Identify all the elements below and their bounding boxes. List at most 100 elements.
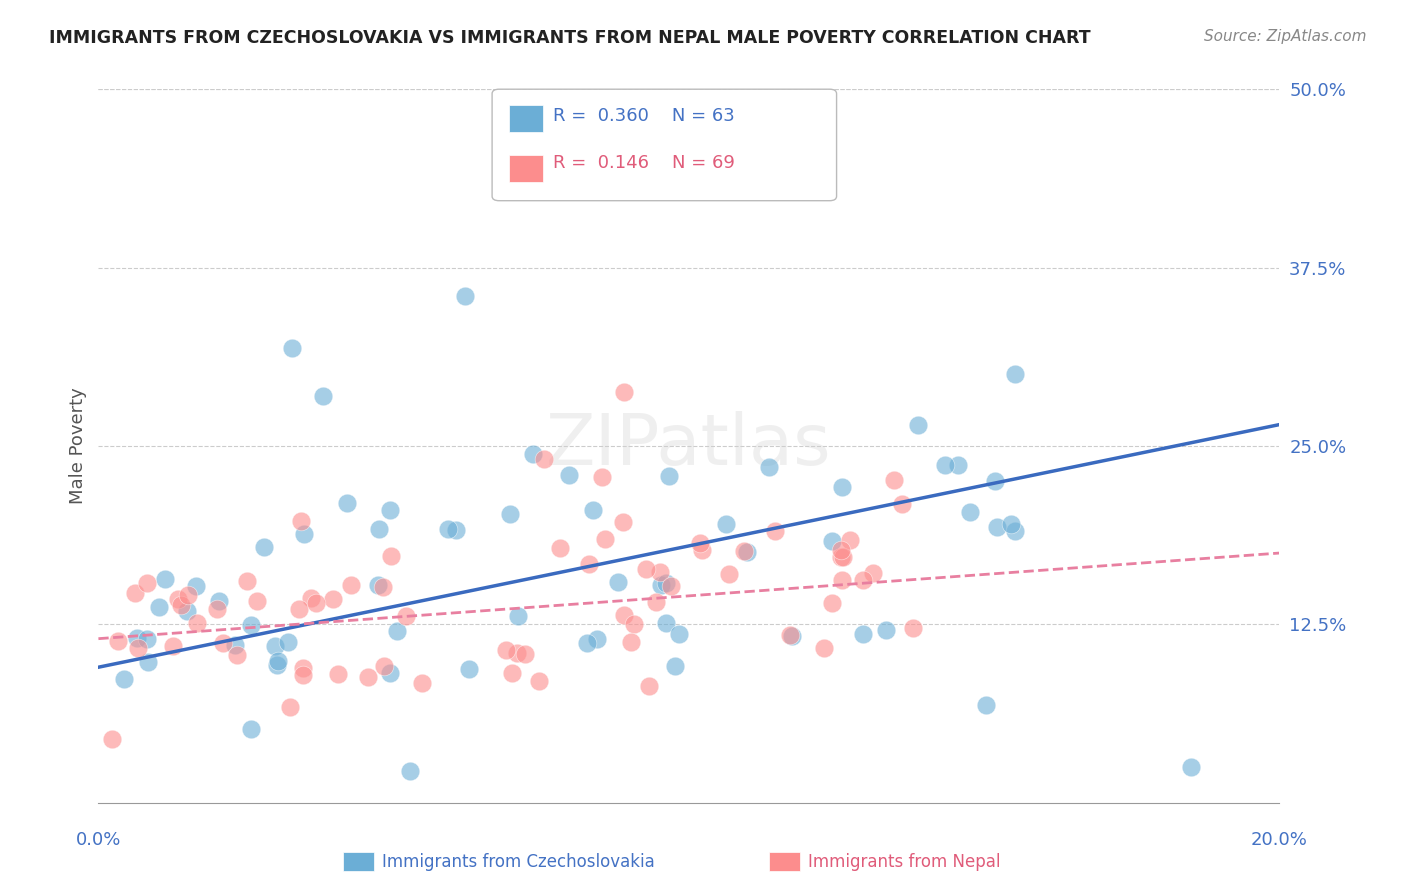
Point <box>136 655 159 669</box>
Point <box>658 469 681 483</box>
Point <box>162 639 184 653</box>
Point <box>655 616 678 631</box>
Point <box>290 514 312 528</box>
Point <box>716 516 738 531</box>
Point <box>378 502 401 516</box>
Point <box>650 578 672 592</box>
Point <box>356 670 378 684</box>
Point <box>976 698 998 712</box>
Point <box>453 289 475 303</box>
Y-axis label: Male Poverty: Male Poverty <box>69 388 87 504</box>
Point <box>661 578 683 592</box>
Point <box>593 532 616 546</box>
Point <box>623 617 645 632</box>
Point <box>226 648 249 662</box>
Text: R =  0.146    N = 69: R = 0.146 N = 69 <box>553 154 734 172</box>
Point <box>277 635 299 649</box>
Point <box>506 646 529 660</box>
Point <box>148 599 170 614</box>
Point <box>606 574 628 589</box>
Point <box>312 389 335 403</box>
Point <box>326 667 349 681</box>
Point <box>668 627 690 641</box>
Point <box>239 723 262 737</box>
Point <box>291 667 314 681</box>
Point <box>107 634 129 648</box>
Point <box>831 574 853 588</box>
Point <box>813 640 835 655</box>
Point <box>373 659 395 673</box>
Point <box>852 627 875 641</box>
Point <box>127 640 149 655</box>
Point <box>322 592 344 607</box>
Point <box>186 616 208 631</box>
Point <box>1000 516 1022 531</box>
Point <box>336 495 359 509</box>
Point <box>1180 760 1202 774</box>
Point <box>367 578 389 592</box>
Point <box>650 566 672 580</box>
Point <box>398 764 420 778</box>
Point <box>883 473 905 487</box>
Point <box>612 515 634 529</box>
Point <box>903 621 925 635</box>
Point <box>934 458 956 472</box>
Point <box>246 594 269 608</box>
Point <box>170 598 193 612</box>
Point <box>984 475 1007 489</box>
Point <box>236 574 259 589</box>
Point <box>124 586 146 600</box>
Point <box>578 558 600 572</box>
Point <box>838 533 860 547</box>
Point <box>830 549 852 564</box>
Point <box>1004 524 1026 538</box>
Point <box>522 447 544 461</box>
Point <box>620 635 643 649</box>
Point <box>733 543 755 558</box>
Point <box>821 533 844 548</box>
Point <box>125 631 148 645</box>
Text: Immigrants from Nepal: Immigrants from Nepal <box>808 853 1001 871</box>
Point <box>763 524 786 538</box>
Point <box>832 549 855 564</box>
Point <box>499 507 522 521</box>
Point <box>718 567 741 582</box>
Text: 0.0%: 0.0% <box>76 831 121 849</box>
Point <box>735 544 758 558</box>
Text: IMMIGRANTS FROM CZECHOSLOVAKIA VS IMMIGRANTS FROM NEPAL MALE POVERTY CORRELATION: IMMIGRANTS FROM CZECHOSLOVAKIA VS IMMIGR… <box>49 29 1091 46</box>
Point <box>690 543 713 558</box>
Text: Source: ZipAtlas.com: Source: ZipAtlas.com <box>1204 29 1367 44</box>
Point <box>292 661 315 675</box>
Point <box>875 624 897 638</box>
Point <box>891 497 914 511</box>
Point <box>253 540 276 554</box>
Point <box>135 576 157 591</box>
Point <box>135 632 157 647</box>
Point <box>758 459 780 474</box>
Point <box>176 588 198 602</box>
Point <box>264 639 287 653</box>
Point <box>527 674 550 689</box>
Point <box>458 662 481 676</box>
Point <box>281 342 304 356</box>
Point <box>299 591 322 605</box>
Point <box>395 608 418 623</box>
Point <box>278 700 301 714</box>
Text: Immigrants from Czechoslovakia: Immigrants from Czechoslovakia <box>382 853 655 871</box>
Point <box>380 549 402 563</box>
Point <box>654 576 676 591</box>
Point <box>292 527 315 541</box>
Point <box>513 647 536 661</box>
Point <box>831 479 853 493</box>
Point <box>613 384 636 399</box>
Point <box>959 505 981 519</box>
Point <box>586 632 609 647</box>
Point <box>506 609 529 624</box>
Point <box>548 541 571 555</box>
Point <box>267 654 290 668</box>
Point <box>101 731 124 746</box>
Point <box>288 602 311 616</box>
Point <box>638 679 661 693</box>
Point <box>437 523 460 537</box>
Point <box>576 636 599 650</box>
